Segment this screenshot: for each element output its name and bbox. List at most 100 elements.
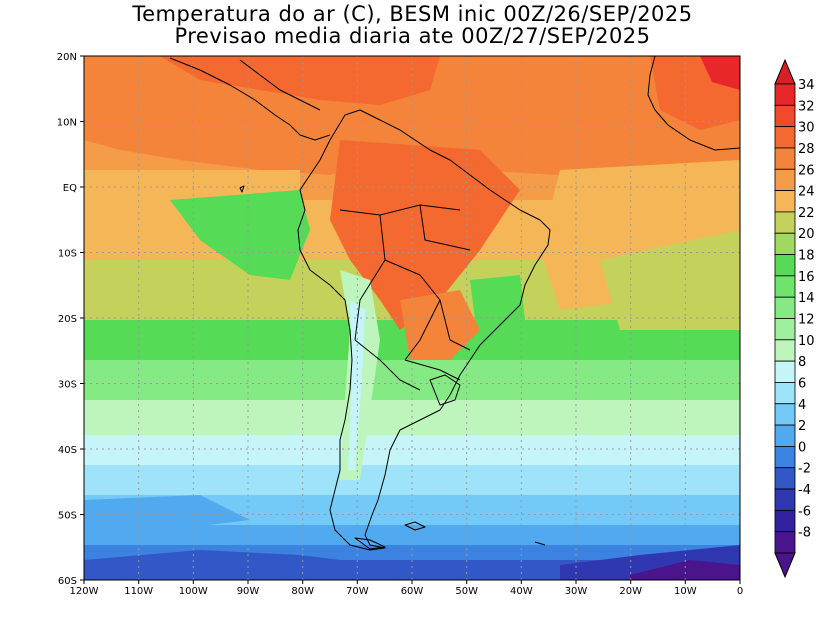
colorbar-swatch: [774, 168, 796, 191]
colorbar-label: 20: [798, 227, 815, 242]
colorbar-swatch: [774, 339, 796, 362]
lon-label: 30W: [565, 586, 588, 597]
colorbar-swatch: [774, 211, 796, 234]
colorbar-label: -4: [798, 483, 811, 498]
colorbar-swatch: [774, 531, 796, 554]
field-south-cold-west: [84, 550, 420, 580]
lon-label: 60W: [401, 586, 424, 597]
colorbar-label: 6: [798, 376, 806, 391]
south-georgia-coast: [534, 541, 546, 546]
colorbar-swatch: [774, 232, 796, 255]
field-brazil-warm: [400, 290, 480, 360]
lon-label: 110W: [124, 586, 153, 597]
colorbar-swatch: [774, 275, 796, 298]
colorbar-label: 4: [798, 398, 806, 413]
south-america-coast: [297, 109, 551, 551]
lon-label: 0: [737, 586, 743, 597]
colorbar-label: 22: [798, 206, 815, 221]
colorbar-swatch: [774, 488, 796, 511]
lat-label: 30S: [58, 380, 77, 391]
country-borders: [339, 204, 471, 391]
field-southern-midblue: [84, 495, 250, 540]
lat-label: 40S: [58, 445, 77, 456]
lon-label: 70W: [346, 586, 369, 597]
field-band-sky: [84, 465, 740, 495]
longitude-labels: 120W 110W 100W 90W 80W 70W 60W 50W 40W 3…: [70, 586, 744, 597]
field-hottest-northeast: [700, 56, 740, 90]
colorbar-swatch: [774, 382, 796, 405]
central-america-coast: [169, 57, 331, 141]
field-east-brazil-green: [470, 275, 525, 335]
colorbar-label: -2: [798, 462, 811, 477]
map-gridlines: [84, 56, 740, 580]
lon-label: 80W: [291, 586, 314, 597]
lon-label: 120W: [70, 586, 99, 597]
colorbar-swatch: [774, 360, 796, 383]
tierra-del-fuego-coast: [354, 537, 386, 550]
field-hot-north: [160, 56, 440, 105]
africa-coast: [647, 55, 741, 151]
latitude-labels: 20N 10N EQ 10S 20S 30S 40S 50S 60S: [57, 52, 77, 587]
colorbar-label: -6: [798, 504, 811, 519]
colorbar-label: 16: [798, 270, 815, 285]
colorbar-label: 12: [798, 313, 815, 328]
field-south-coldest: [630, 560, 740, 580]
colorbar-swatch: [774, 296, 796, 319]
colorbar-swatch: [774, 509, 796, 533]
lon-label: 50W: [455, 586, 478, 597]
lat-label: 10N: [57, 118, 77, 129]
lat-label: 50S: [58, 511, 77, 522]
colorbar-label: 24: [798, 185, 815, 200]
colorbar-swatch: [774, 83, 796, 106]
colorbar-label: 30: [798, 121, 815, 136]
colorbar-swatch: [774, 190, 796, 213]
colorbar-swatch: [774, 446, 796, 469]
colorbar-label: 8: [798, 355, 806, 370]
field-andes-cyanpale: [348, 300, 365, 470]
lat-label: 60S: [58, 576, 77, 587]
colorbar-swatch: [774, 467, 796, 490]
lon-label: 20W: [619, 586, 642, 597]
colorbar-swatch: [774, 104, 796, 128]
colorbar-swatch: [774, 126, 796, 149]
map-title-line-2: Previsao media diaria ate 00Z/27/SEP/202…: [174, 24, 651, 48]
lon-label: 90W: [237, 586, 260, 597]
colorbar-bottom-arrow: [774, 552, 796, 579]
lon-label: 40W: [510, 586, 533, 597]
colorbar-swatch: [774, 403, 796, 426]
lon-label: 10W: [674, 586, 697, 597]
lat-label: EQ: [63, 183, 77, 194]
falklands-coast: [404, 521, 426, 531]
field-atlantic-lime: [600, 230, 740, 330]
colorbar-swatch: [774, 147, 796, 170]
uruguay-border: [429, 374, 461, 406]
colorbar-top-arrow: [774, 58, 796, 85]
colorbar-label: 14: [798, 291, 815, 306]
colorbar-swatch: [774, 254, 796, 277]
field-pacific-green: [170, 190, 310, 280]
caribbean-coast: [239, 59, 321, 111]
colorbar-label: -8: [798, 526, 811, 541]
colorbar-label: 34: [798, 78, 815, 93]
axis-ticks: [80, 55, 741, 584]
lat-label: 20N: [57, 52, 77, 63]
colorbar-swatch: [774, 424, 796, 447]
colorbar-swatch: [774, 318, 796, 341]
colorbar-label: 2: [798, 419, 806, 434]
field-band-cyanpale: [84, 435, 740, 465]
lat-label: 10S: [58, 249, 77, 260]
colorbar-label: 28: [798, 142, 815, 157]
galapagos-coast: [239, 185, 245, 193]
colorbar-label: 32: [798, 99, 815, 114]
lat-label: 20S: [58, 314, 77, 325]
lon-label: 100W: [179, 586, 208, 597]
colorbar-label: 10: [798, 334, 815, 349]
map-title-line-1: Temperatura do ar (C), BESM inic 00Z/26/…: [132, 2, 693, 26]
colorbar-label: 26: [798, 163, 815, 178]
coastlines: [169, 55, 741, 551]
colorbar-label: 0: [798, 440, 806, 455]
colorbar-label: 18: [798, 249, 815, 264]
field-brazil-hot: [330, 140, 520, 330]
